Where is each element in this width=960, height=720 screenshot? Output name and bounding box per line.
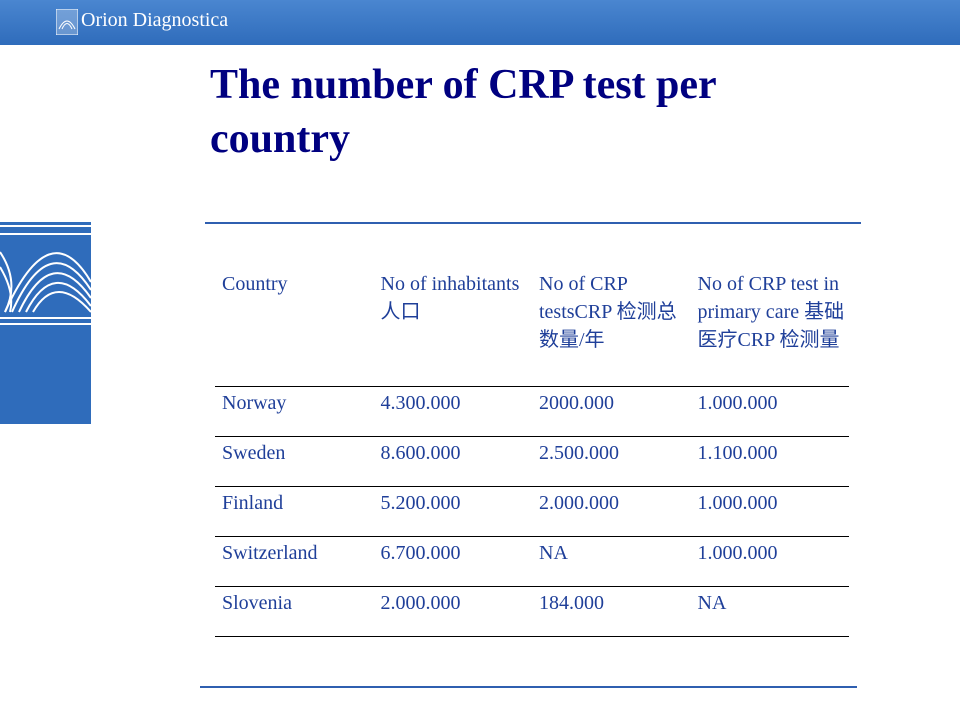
table-cell: 1.000.000 xyxy=(690,486,849,537)
slide-title: The number of CRP test per country xyxy=(210,62,716,162)
table-cell: Norway xyxy=(215,386,374,437)
table-cell: 2.000.000 xyxy=(373,586,532,637)
table-row: Switzerland 6.700.000 NA 1.000.000 xyxy=(215,536,849,587)
table-row: Sweden 8.600.000 2.500.000 1.100.000 xyxy=(215,436,849,487)
table-cell: Finland xyxy=(215,486,374,537)
header-row: Country No of inhabitants 人口 No of CRP tes… xyxy=(215,268,849,387)
decoration xyxy=(0,222,91,424)
table-cell: 1.000.000 xyxy=(690,386,849,437)
table-cell: NA xyxy=(690,586,849,637)
data-table: Country No of inhabitants 人口 No of CRP tes… xyxy=(215,268,849,637)
table-row: Finland 5.200.000 2.000.000 1.000.000 xyxy=(215,486,849,537)
logo-icon xyxy=(56,9,78,35)
table-row: Slovenia 2.000.000 184.000 NA xyxy=(215,586,849,637)
table-cell: 2.500.000 xyxy=(532,436,691,487)
rule xyxy=(200,686,857,688)
table-cell: 2000.000 xyxy=(532,386,691,437)
column-header: Country xyxy=(222,273,288,295)
table-row: Norway 4.300.000 2000.000 1.000.000 xyxy=(215,386,849,437)
table-cell: 5.200.000 xyxy=(373,486,532,537)
table-cell: Slovenia xyxy=(215,586,374,637)
table-cell: Sweden xyxy=(215,436,374,487)
table-cell: 8.600.000 xyxy=(373,436,532,487)
table-cell: 6.700.000 xyxy=(373,536,532,587)
table-cell: 184.000 xyxy=(532,586,691,637)
rule xyxy=(205,222,861,224)
table-cell: 1.100.000 xyxy=(690,436,849,487)
table-cell: 1.000.000 xyxy=(690,536,849,587)
header-bar: Orion Diagnostica xyxy=(0,0,960,45)
table-cell: 2.000.000 xyxy=(532,486,691,537)
column-header: No of CRP testsCRP 检测总数量/年 xyxy=(539,273,677,351)
column-header: No of CRP test in primary care 基础医疗CRP 检… xyxy=(697,273,845,351)
table-cell: 4.300.000 xyxy=(373,386,532,437)
table-cell: Switzerland xyxy=(215,536,374,587)
logo-text: Orion Diagnostica xyxy=(81,9,229,31)
table-cell: NA xyxy=(532,536,691,587)
column-header: No of inhabitants 人口 xyxy=(380,273,520,323)
